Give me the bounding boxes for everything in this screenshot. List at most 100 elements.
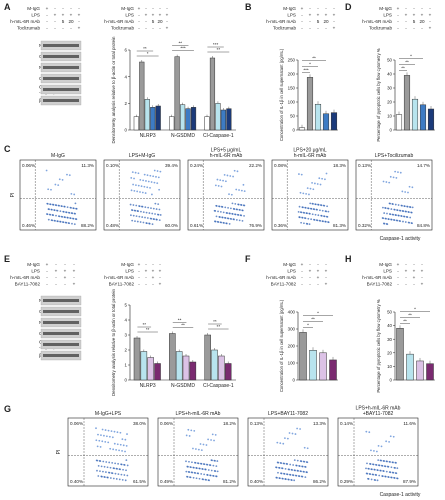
flow-event-dot bbox=[211, 433, 214, 436]
flow-event-dot bbox=[217, 210, 219, 213]
flow-event-dot bbox=[125, 459, 128, 462]
flow-event-dot bbox=[295, 464, 298, 467]
flow-event-dot bbox=[395, 214, 397, 217]
flow-event-dot bbox=[233, 218, 235, 221]
flow-event-dot bbox=[229, 207, 232, 210]
category-label: N-GSDMD bbox=[171, 133, 195, 139]
flow-event-dot bbox=[387, 207, 390, 210]
flow-event-dot bbox=[290, 479, 293, 482]
flow-event-dot bbox=[215, 465, 218, 468]
flow-event-dot bbox=[147, 206, 150, 209]
flow-event-dot bbox=[279, 477, 281, 480]
flow-event-dot bbox=[205, 444, 208, 446]
flow-event-dot bbox=[118, 449, 120, 452]
flow-event-dot bbox=[384, 475, 387, 478]
sig-label: ** bbox=[217, 324, 221, 329]
flow-event-dot bbox=[198, 477, 201, 480]
flow-event-dot bbox=[57, 184, 60, 186]
chartD-treat-sign: - bbox=[397, 13, 399, 18]
chartA-treat-sign: - bbox=[166, 19, 168, 24]
flow-event-dot bbox=[234, 202, 237, 205]
flow-event-dot bbox=[197, 472, 200, 475]
flow-event-dot bbox=[200, 449, 203, 452]
flow-event-dot bbox=[99, 460, 102, 462]
flow-event-dot bbox=[58, 215, 61, 218]
chartH-treat-sign: - bbox=[413, 262, 415, 267]
flow-event-dot bbox=[240, 189, 243, 192]
bar bbox=[314, 103, 322, 131]
y-tick-label: 30 bbox=[387, 337, 392, 342]
flow-event-dot bbox=[73, 223, 76, 226]
quadrant-ur-label: 14.7% bbox=[417, 163, 430, 168]
flow-event-dot bbox=[385, 470, 388, 473]
flow-plot: 0.06% 38.0% 0.40% 61.5% M-IgG+LPS bbox=[67, 411, 149, 487]
quadrant-ul-label: 0.06% bbox=[70, 421, 83, 426]
flow-event-dot bbox=[188, 435, 191, 437]
flow-event-dot bbox=[139, 191, 141, 193]
flow-event-dot bbox=[389, 471, 392, 474]
chartF-treat-label: LPS bbox=[287, 269, 296, 274]
flow-event-dot bbox=[377, 444, 380, 447]
chartH-treat-label: h-mIL-6R mAb bbox=[362, 275, 392, 280]
flow-event-dot bbox=[108, 461, 111, 464]
flow-event-dot bbox=[383, 460, 386, 462]
panelA-treat-sign: + bbox=[62, 13, 65, 18]
flow-event-dot bbox=[223, 222, 225, 224]
quadrant-ul-label: 0.13% bbox=[358, 163, 371, 168]
flow-event-dot bbox=[105, 461, 108, 463]
flow-event-dot bbox=[62, 221, 65, 224]
flow-event-dot bbox=[136, 220, 139, 223]
y-tick-label: 0 bbox=[125, 378, 128, 383]
plot-frame bbox=[187, 159, 265, 231]
chartF-treat-sign: - bbox=[301, 275, 303, 280]
flow-event-dot bbox=[307, 207, 310, 210]
panel-letter-D: D bbox=[345, 2, 352, 12]
chartD-treat-sign: - bbox=[429, 6, 431, 11]
panelA-treat-sign: - bbox=[78, 6, 80, 11]
flow-event-dot bbox=[105, 435, 108, 438]
flow-event-dot bbox=[55, 204, 58, 207]
quadrant-ur-label: 18.2% bbox=[223, 421, 236, 426]
flow-event-dot bbox=[197, 462, 200, 465]
bar bbox=[133, 337, 141, 381]
flow-event-dot bbox=[106, 466, 109, 469]
quadrant-ll-label: 0.49% bbox=[160, 479, 173, 484]
flow-event-dot bbox=[385, 217, 387, 220]
y-tick-label: 50 bbox=[387, 310, 392, 315]
flow-event-dot bbox=[135, 184, 137, 186]
plot-title: LPS+20 μg/mL bbox=[293, 148, 327, 154]
flow-event-dot bbox=[73, 193, 76, 196]
flow-event-dot bbox=[72, 207, 75, 210]
chartA-treat-sign: - bbox=[152, 6, 154, 11]
quadrant-lr-label: 61.5% bbox=[133, 479, 146, 484]
flow-event-dot bbox=[212, 475, 215, 477]
chartH-treat-sign: - bbox=[405, 262, 407, 267]
flow-event-dot bbox=[195, 477, 198, 480]
y-tick-label: 300 bbox=[288, 327, 296, 332]
panel-letter-C: C bbox=[4, 144, 11, 154]
bar bbox=[169, 333, 176, 381]
chartF-treat-label: M-IgG bbox=[283, 262, 296, 267]
bar bbox=[175, 351, 183, 381]
panelA-treat-sign: - bbox=[70, 6, 72, 11]
chartD-treat-sign: - bbox=[397, 26, 399, 31]
flow-event-dot bbox=[97, 464, 100, 467]
flow-event-dot bbox=[327, 221, 330, 224]
quadrant-ll-label: 0.36% bbox=[274, 223, 287, 228]
flow-event-dot bbox=[98, 439, 101, 442]
flow-event-dot bbox=[395, 472, 398, 475]
chartH-treat-sign: + bbox=[421, 282, 424, 287]
flow-event-dot bbox=[141, 216, 144, 218]
panelE-treat-sign: - bbox=[55, 262, 57, 267]
flow-event-dot bbox=[243, 190, 246, 193]
panel-letter-F: F bbox=[245, 254, 251, 264]
flow-event-dot bbox=[100, 434, 102, 437]
flow-event-dot bbox=[208, 479, 210, 482]
chartD-treat-label: h-mIL-6R mAb bbox=[362, 19, 392, 24]
bar bbox=[133, 116, 139, 131]
bar bbox=[329, 359, 337, 381]
flow-event-dot bbox=[217, 221, 220, 223]
bar bbox=[211, 349, 218, 381]
flow-event-dot bbox=[394, 467, 396, 469]
